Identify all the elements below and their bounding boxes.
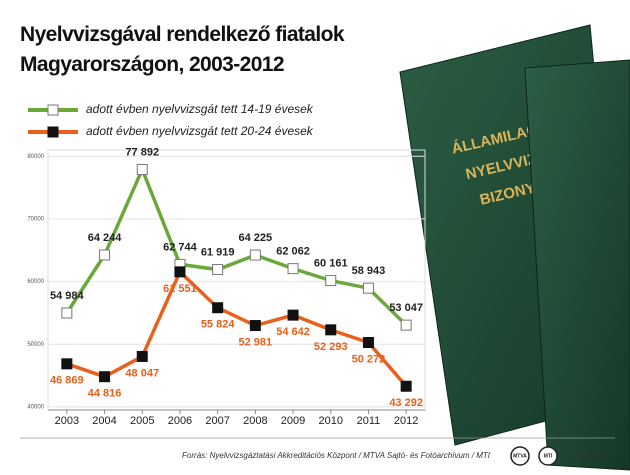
logo bbox=[538, 446, 558, 466]
data-marker bbox=[362, 337, 374, 349]
data-marker bbox=[99, 371, 111, 383]
data-label: 52 293 bbox=[314, 341, 348, 353]
series-line bbox=[66, 268, 408, 388]
y-tick-label: 80000 bbox=[27, 154, 44, 160]
data-label: 58 943 bbox=[352, 265, 386, 277]
data-marker bbox=[287, 309, 299, 321]
x-tick-label: 2006 bbox=[168, 415, 192, 427]
data-label: 61 551 bbox=[163, 283, 197, 295]
book-front bbox=[524, 59, 630, 471]
data-label: 53 047 bbox=[389, 302, 423, 314]
y-tick-label: 50000 bbox=[27, 342, 44, 348]
x-tick-label: 2005 bbox=[130, 415, 154, 427]
logo-text: MTVA bbox=[513, 453, 527, 459]
source: Forrás: Nyelvvizsgáztatási Akkreditációs… bbox=[182, 451, 491, 460]
data-marker bbox=[136, 163, 148, 175]
y-tick-label: 60000 bbox=[27, 279, 44, 285]
data-label: 60 161 bbox=[314, 257, 348, 269]
x-tick-label: 2004 bbox=[92, 415, 116, 427]
data-marker bbox=[362, 282, 374, 294]
x-tick-label: 2003 bbox=[55, 415, 79, 427]
website: www.mti.hu bbox=[574, 451, 615, 460]
x-tick-label: 2010 bbox=[319, 415, 343, 427]
x-tick-label: 2008 bbox=[243, 415, 267, 427]
data-label: 64 244 bbox=[88, 232, 123, 244]
data-marker bbox=[400, 319, 412, 331]
data-marker bbox=[325, 275, 337, 287]
data-marker bbox=[174, 266, 186, 278]
y-tick-label: 70000 bbox=[27, 216, 44, 222]
data-marker bbox=[325, 324, 337, 336]
data-label: 55 824 bbox=[201, 319, 236, 331]
data-marker bbox=[136, 350, 148, 362]
data-marker bbox=[249, 249, 261, 261]
legend-label: adott évben nyelvvizsgát tett 14-19 éves… bbox=[86, 102, 314, 116]
data-marker bbox=[212, 302, 224, 314]
data-label: 62 744 bbox=[163, 241, 198, 253]
data-label: 43 292 bbox=[389, 397, 423, 409]
plot-frame bbox=[47, 149, 426, 411]
data-label: 61 919 bbox=[201, 246, 235, 258]
x-tick-label: 2011 bbox=[357, 415, 381, 427]
data-label: 50 272 bbox=[352, 353, 386, 365]
y-tick-label: 40000 bbox=[27, 404, 44, 410]
legend-label: adott évben nyelvvizsgát tett 20-24 éves… bbox=[86, 124, 314, 138]
book-cover bbox=[524, 59, 630, 471]
x-tick-label: 2012 bbox=[394, 415, 418, 427]
data-label: 46 869 bbox=[50, 375, 84, 387]
x-tick-label: 2009 bbox=[281, 415, 305, 427]
data-label: 54 984 bbox=[50, 290, 85, 302]
data-label: 77 892 bbox=[125, 146, 159, 158]
logo-text: MTI bbox=[544, 453, 553, 459]
data-label: 48 047 bbox=[125, 367, 159, 379]
data-label: 64 225 bbox=[239, 232, 273, 244]
data-marker bbox=[61, 358, 73, 370]
data-label: 52 981 bbox=[239, 336, 273, 348]
chart-title: Nyelvvizsgával rendelkező fiatalok Magya… bbox=[20, 23, 345, 76]
legend-marker bbox=[47, 104, 59, 116]
logo bbox=[510, 446, 530, 466]
data-marker bbox=[400, 380, 412, 392]
series-line bbox=[65, 164, 408, 327]
data-marker bbox=[99, 249, 111, 261]
legend-marker bbox=[47, 126, 59, 138]
data-label: 62 062 bbox=[276, 246, 310, 258]
data-marker bbox=[287, 263, 299, 275]
data-label: 44 816 bbox=[88, 388, 122, 400]
data-marker bbox=[61, 307, 73, 319]
x-tick-label: 2007 bbox=[205, 415, 229, 427]
data-marker bbox=[249, 320, 261, 332]
data-label: 54 642 bbox=[276, 326, 310, 338]
data-marker bbox=[212, 264, 224, 276]
